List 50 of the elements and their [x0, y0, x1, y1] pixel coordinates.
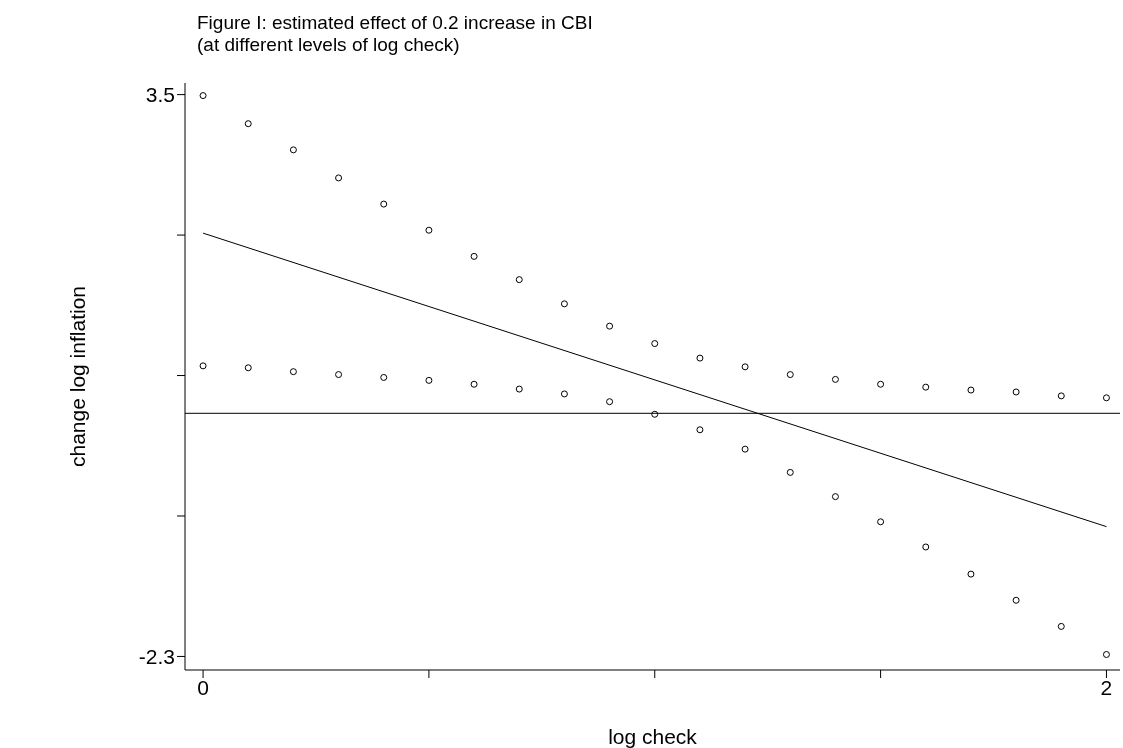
point	[1057, 622, 1065, 630]
point	[515, 276, 523, 284]
point	[831, 375, 839, 383]
point	[199, 92, 207, 100]
point	[696, 426, 704, 434]
point	[335, 371, 343, 379]
point	[922, 543, 930, 551]
point	[289, 368, 297, 376]
x-tick-label: 0	[197, 675, 209, 699]
point	[967, 386, 975, 394]
point	[470, 252, 478, 260]
y-tick-label: 3.5	[145, 83, 175, 107]
x-axis-title: log check	[608, 725, 698, 748]
point	[741, 363, 749, 371]
x-tick-label: 2	[1100, 675, 1113, 699]
point	[877, 518, 885, 526]
chart-title: Figure I: estimated effect of 0.2 increase in CBI	[197, 12, 593, 34]
point	[199, 362, 207, 370]
point	[786, 371, 794, 379]
point	[967, 570, 975, 578]
point	[289, 146, 297, 154]
point	[335, 174, 343, 182]
point	[1012, 596, 1020, 604]
point	[1057, 392, 1065, 400]
point	[831, 493, 839, 501]
point	[1102, 651, 1110, 658]
point	[380, 200, 388, 208]
point	[380, 373, 388, 381]
point	[1102, 394, 1110, 402]
point	[922, 383, 930, 391]
point	[244, 364, 252, 372]
point	[877, 380, 885, 388]
point	[606, 398, 614, 406]
y-tick-label: -2.3	[138, 644, 175, 668]
point	[425, 226, 433, 234]
point	[244, 120, 252, 128]
chart-subtitle: (at different levels of log check)	[197, 34, 461, 56]
point	[651, 410, 659, 418]
point	[560, 390, 568, 398]
point	[651, 340, 659, 348]
point	[425, 376, 433, 384]
point	[696, 354, 704, 362]
point	[515, 385, 523, 393]
point	[1012, 388, 1020, 396]
point	[741, 445, 749, 453]
point	[606, 322, 614, 330]
point	[560, 300, 568, 308]
point	[786, 468, 794, 476]
point	[470, 380, 478, 388]
y-axis-title: change log inflation	[66, 286, 90, 467]
